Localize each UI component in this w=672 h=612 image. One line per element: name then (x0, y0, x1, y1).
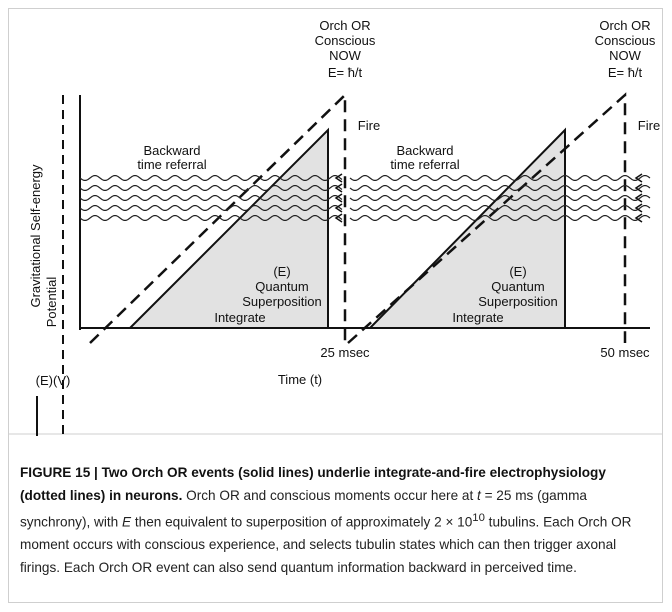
fire-label: Fire (358, 118, 380, 133)
event-header: Orch OR (599, 18, 650, 33)
caption-text: tubulins. Each Orch OR moment occurs wit… (20, 514, 632, 575)
integrate-label: Integrate (452, 310, 503, 325)
wave (79, 175, 343, 181)
y-axis-label: Gravitational Self-energy (28, 164, 43, 308)
formula: E= ħ/t (608, 65, 643, 80)
superposition-label: Quantum (491, 279, 544, 294)
formula: E= ħ/t (328, 65, 363, 80)
ev-label: (E)(V) (36, 373, 71, 388)
event-header: NOW (329, 48, 362, 63)
arrow (634, 183, 643, 193)
caption-title: FIGURE 15 | Two Orch OR events (solid li… (20, 465, 606, 503)
caption: FIGURE 15 | Two Orch OR events (solid li… (20, 462, 652, 579)
event-header: NOW (609, 48, 642, 63)
caption-text: Orch OR and conscious moments occur here… (182, 487, 478, 503)
triangle (127, 127, 329, 329)
caption-math: E (122, 514, 132, 530)
time-label: 25 msec (320, 345, 370, 360)
backward-label: time referral (390, 157, 459, 172)
caption-text: then equivalent to superposition of appr… (131, 514, 473, 530)
arrow (334, 173, 343, 183)
wave (349, 195, 651, 201)
wave (79, 215, 343, 221)
wave (349, 215, 651, 221)
potential-label: Potential (44, 277, 59, 328)
event-header: Orch OR (319, 18, 370, 33)
event-header: Conscious (315, 33, 376, 48)
arrow (334, 203, 343, 213)
integrate-label: Integrate (214, 310, 265, 325)
arrow (334, 213, 343, 223)
superposition-label: (E) (273, 264, 290, 279)
superposition-label: Superposition (478, 294, 558, 309)
superposition-label: Quantum (255, 279, 308, 294)
backward-label: Backward (396, 143, 453, 158)
superposition-label: (E) (509, 264, 526, 279)
event-header: Conscious (595, 33, 656, 48)
caption-text: = 25 ms (gamma synchrony), with (20, 487, 587, 530)
wave (79, 195, 343, 201)
arrow (634, 193, 643, 203)
dashed-line (89, 92, 347, 344)
wave (349, 205, 651, 211)
arrow (634, 173, 643, 183)
time-label: 50 msec (600, 345, 650, 360)
arrow (634, 203, 643, 213)
fire-label: Fire (638, 118, 660, 133)
wave (349, 185, 651, 191)
figure-frame (8, 8, 663, 603)
arrow (334, 193, 343, 203)
x-axis-label: Time (t) (278, 372, 322, 387)
wave (349, 175, 651, 181)
arrow (334, 183, 343, 193)
backward-label: time referral (137, 157, 206, 172)
arrow (634, 213, 643, 223)
wave (79, 205, 343, 211)
superposition-label: Superposition (242, 294, 322, 309)
diagram: Gravitational Self-energy Potential (E)(… (9, 18, 663, 436)
caption-sup: 10 (472, 512, 485, 524)
backward-label: Backward (143, 143, 200, 158)
wave (79, 185, 343, 191)
caption-math: t (477, 487, 481, 503)
dashed-line (347, 92, 627, 344)
